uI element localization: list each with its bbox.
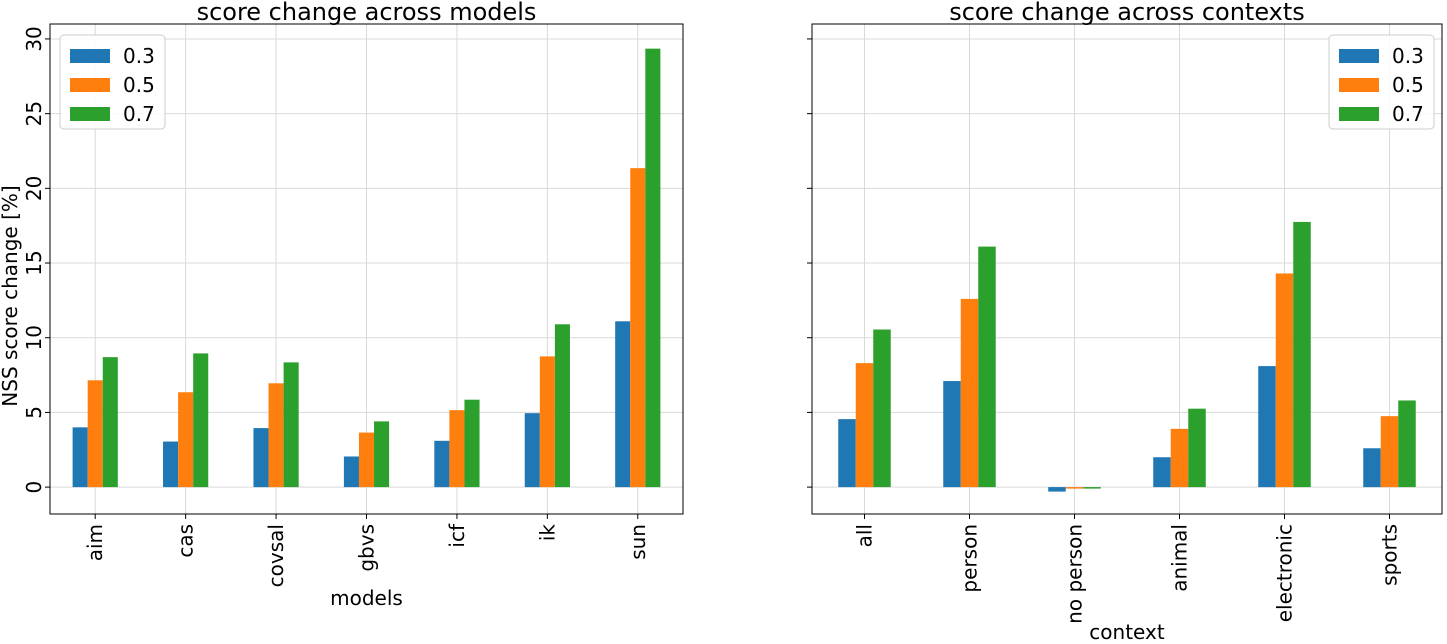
x-tick-label: icf bbox=[445, 523, 469, 548]
bar-0-7 bbox=[554, 324, 570, 488]
bar-0-5 bbox=[358, 432, 375, 488]
bar-0-7 bbox=[645, 48, 661, 488]
bar-0-3 bbox=[615, 321, 631, 488]
bar-0-5 bbox=[1065, 487, 1084, 489]
bar-0-5 bbox=[449, 410, 465, 488]
bar-0-3 bbox=[1048, 487, 1066, 492]
bar-0-7 bbox=[283, 362, 299, 488]
bar-0-7 bbox=[1083, 487, 1101, 489]
legend-swatch-0-5 bbox=[1339, 78, 1379, 92]
bar-0-7 bbox=[193, 353, 209, 488]
legend-swatch-0-7 bbox=[1339, 107, 1379, 121]
bar-0-7 bbox=[873, 329, 891, 488]
bar-0-7 bbox=[1293, 221, 1311, 488]
bar-0-3 bbox=[1258, 366, 1276, 488]
x-tick-label: sun bbox=[626, 524, 650, 560]
bar-0-7 bbox=[464, 399, 480, 488]
x-tick-label: electronic bbox=[1273, 524, 1297, 622]
y-axis-label: NSS score change [%] bbox=[0, 185, 22, 406]
y-tick-label: 0 bbox=[22, 481, 46, 494]
legend-label: 0.7 bbox=[1392, 102, 1424, 126]
x-tick-label: covsal bbox=[264, 524, 288, 587]
bar-0-7 bbox=[374, 421, 390, 488]
y-tick-label: 5 bbox=[22, 406, 46, 419]
x-tick-label: person bbox=[958, 524, 982, 593]
y-tick-label: 25 bbox=[22, 101, 46, 126]
x-axis-label: context bbox=[1089, 620, 1165, 644]
x-tick-label: ik bbox=[535, 524, 559, 542]
x-tick-label: all bbox=[853, 524, 877, 547]
x-tick-label: gbvs bbox=[355, 524, 379, 572]
legend-label: 0.7 bbox=[123, 102, 155, 126]
bar-0-5 bbox=[268, 383, 284, 488]
x-tick-label: sports bbox=[1378, 524, 1402, 586]
legend-label: 0.3 bbox=[123, 44, 155, 68]
bar-0-3 bbox=[72, 427, 88, 488]
legend-label: 0.5 bbox=[1392, 73, 1424, 97]
legend-label: 0.5 bbox=[123, 73, 155, 97]
bar-0-5 bbox=[1170, 428, 1189, 488]
bar-0-5 bbox=[178, 392, 194, 488]
y-tick-label: 15 bbox=[22, 250, 46, 275]
bar-0-5 bbox=[1380, 416, 1399, 488]
bar-0-5 bbox=[960, 298, 979, 488]
bar-0-5 bbox=[539, 356, 555, 488]
legend-swatch-0-3 bbox=[1339, 49, 1379, 63]
y-tick-label: 20 bbox=[22, 176, 46, 201]
bar-0-3 bbox=[253, 428, 269, 488]
y-tick-label: 30 bbox=[22, 26, 46, 51]
bar-0-5 bbox=[855, 363, 874, 488]
bar-0-3 bbox=[163, 441, 179, 488]
legend-label: 0.3 bbox=[1392, 44, 1424, 68]
bar-0-3 bbox=[1153, 457, 1171, 488]
axes-frame bbox=[811, 23, 1443, 515]
bar-0-7 bbox=[1188, 408, 1206, 488]
x-tick-label: animal bbox=[1168, 524, 1192, 592]
bar-0-3 bbox=[434, 440, 450, 488]
bar-0-3 bbox=[343, 456, 359, 488]
x-tick-label: cas bbox=[174, 524, 198, 558]
bar-0-7 bbox=[978, 246, 996, 488]
axes-frame bbox=[49, 23, 684, 515]
bar-0-5 bbox=[630, 168, 646, 488]
bar-0-5 bbox=[1275, 273, 1294, 488]
chart-title: score change across models bbox=[197, 0, 537, 26]
x-axis-label: models bbox=[330, 586, 403, 610]
bar-0-3 bbox=[1363, 448, 1381, 488]
x-tick-label: no person bbox=[1063, 524, 1087, 624]
bar-0-5 bbox=[87, 380, 103, 488]
bar-0-3 bbox=[524, 413, 540, 488]
x-tick-label: aim bbox=[83, 524, 107, 561]
legend-swatch-0-3 bbox=[70, 49, 110, 63]
legend-swatch-0-5 bbox=[70, 78, 110, 92]
y-tick-label: 10 bbox=[22, 325, 46, 350]
chart-title: score change across contexts bbox=[949, 0, 1305, 26]
bar-0-3 bbox=[838, 419, 856, 488]
legend-swatch-0-7 bbox=[70, 107, 110, 121]
bar-0-3 bbox=[943, 381, 961, 488]
bar-0-7 bbox=[102, 357, 118, 488]
bar-0-7 bbox=[1398, 400, 1416, 488]
